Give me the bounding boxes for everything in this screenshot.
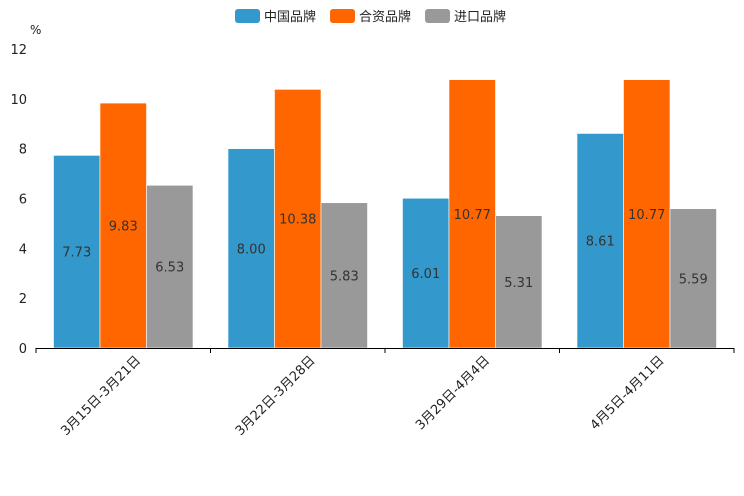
legend-swatch — [235, 9, 260, 23]
y-tick-label: 10 — [10, 93, 27, 108]
x-tick-label: 4月5日-4月11日 — [588, 353, 668, 433]
y-tick-label: 2 — [19, 292, 27, 307]
bar — [448, 79, 496, 349]
y-tick-label: 12 — [10, 43, 27, 58]
y-tick-label: 6 — [19, 193, 27, 208]
bar — [576, 133, 624, 349]
legend-swatch — [425, 9, 450, 23]
data-label: 5.59 — [679, 272, 708, 287]
y-axis-unit-label: % — [30, 23, 41, 37]
data-labels: 7.73 9.83 6.53 8.00 10.38 5.83 6.01 10.77 5.31 8.… — [62, 208, 707, 291]
data-label: 10.77 — [454, 208, 491, 223]
bars — [53, 79, 717, 349]
bar — [274, 89, 322, 349]
data-label: 6.53 — [155, 261, 184, 276]
x-axis: 3月15日-3月21日 3月22日-3月28日 3月29日-4月4日 4月5日-4月1… — [35, 348, 735, 439]
data-label: 8.61 — [586, 235, 615, 250]
bar — [669, 208, 717, 349]
legend: 中国品牌 合资品牌 进口品牌 — [235, 9, 506, 25]
x-tick-label: 3月15日-3月21日 — [58, 353, 144, 439]
bar — [320, 202, 368, 349]
bar — [99, 102, 147, 349]
legend-label: 进口品牌 — [454, 9, 506, 25]
bar — [146, 184, 194, 349]
data-label: 10.77 — [628, 208, 665, 223]
bar — [53, 155, 101, 349]
data-label: 8.00 — [237, 242, 266, 257]
bar — [227, 148, 275, 349]
data-label: 5.31 — [504, 276, 533, 291]
legend-label: 合资品牌 — [359, 9, 411, 25]
legend-swatch — [330, 9, 355, 23]
y-tick-label: 4 — [19, 242, 27, 257]
data-label: 5.83 — [330, 269, 359, 284]
y-axis: 0 2 4 6 8 10 12 — [10, 43, 27, 357]
y-tick-label: 0 — [19, 342, 27, 357]
x-tick-label: 3月29日-4月4日 — [413, 353, 493, 433]
data-label: 6.01 — [411, 267, 440, 282]
data-label: 10.38 — [279, 213, 316, 228]
x-tick-label: 3月22日-3月28日 — [233, 353, 319, 439]
legend-label: 中国品牌 — [264, 9, 316, 25]
data-label: 7.73 — [62, 246, 91, 261]
y-tick-label: 8 — [19, 143, 27, 158]
data-label: 9.83 — [109, 220, 138, 235]
